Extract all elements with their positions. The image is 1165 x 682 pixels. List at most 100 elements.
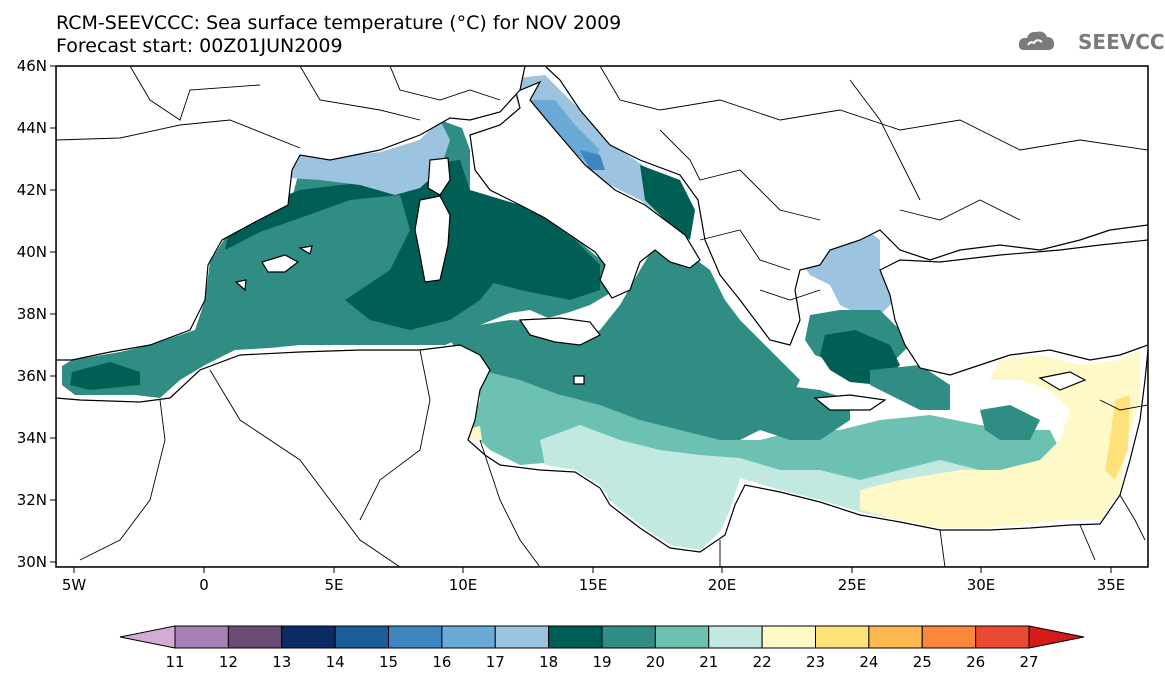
lat-tick-44: 44N [17, 119, 56, 137]
colorbar-label: 13 [272, 653, 291, 671]
mallorca [261, 254, 300, 273]
map-title: RCM-SEEVCCC: Sea surface temperature (°C… [56, 12, 622, 34]
svg-text:46N: 46N [17, 57, 47, 75]
crete [813, 394, 887, 411]
lon-tick-20e: 20E [708, 567, 737, 594]
italy [469, 80, 701, 299]
svg-text:38N: 38N [17, 305, 47, 323]
svg-text:5W: 5W [62, 576, 87, 594]
svg-text:40N: 40N [17, 243, 47, 261]
colorbar-swatch [975, 625, 1030, 649]
colorbar-swatch [334, 625, 389, 649]
lon-tick-30e: 30E [967, 567, 996, 594]
colorbar-label: 27 [1019, 653, 1038, 671]
colorbar-label: 25 [913, 653, 932, 671]
svg-text:44N: 44N [17, 119, 47, 137]
colorbar-swatch [174, 625, 229, 649]
svg-text:10E: 10E [449, 576, 478, 594]
plot-frame [55, 65, 1149, 568]
colorbar-swatch [601, 625, 656, 649]
svg-text:20E: 20E [708, 576, 737, 594]
colorbar-label: 17 [486, 653, 505, 671]
lat-tick-32: 32N [17, 491, 56, 509]
colorbar-swatch [708, 625, 763, 649]
north-africa [56, 344, 1148, 567]
balkans [544, 66, 1148, 346]
logo-text: SEEVCCC [1078, 30, 1165, 54]
colorbar-low-arrow [119, 625, 176, 649]
south-adriatic-19 [640, 165, 695, 240]
colorbar-label: 20 [646, 653, 665, 671]
lon-tick-35e: 35E [1097, 567, 1126, 594]
lon-tick-5w: 5W [62, 567, 87, 594]
svg-text:30E: 30E [967, 576, 996, 594]
lat-tick-36: 36N [17, 367, 56, 385]
lat-tick-46: 46N [17, 57, 56, 75]
lat-tick-40: 40N [17, 243, 56, 261]
svg-text:32N: 32N [17, 491, 47, 509]
colorbar-label: 23 [806, 653, 825, 671]
svg-text:36N: 36N [17, 367, 47, 385]
sardinia [414, 195, 451, 283]
borders [56, 66, 1148, 567]
lat-axis: 46N 44N 42N 40N 38N 36N 34N 32N 30N [17, 57, 56, 571]
ionian-20 [450, 245, 800, 450]
adriatic-17 [530, 100, 600, 165]
colorbar-swatch [388, 625, 443, 649]
lat-tick-30: 30N [17, 553, 56, 571]
tyrrhenian-19 [455, 190, 600, 300]
colorbar-high-arrow [1028, 625, 1085, 649]
svg-text:35E: 35E [1097, 576, 1126, 594]
svg-text:15E: 15E [579, 576, 608, 594]
lon-axis: 5W 0 5E 10E 15E 20E 25E 30E 35E [62, 567, 1125, 594]
colorbar-label: 26 [966, 653, 985, 671]
land [56, 66, 1148, 567]
colorbar-label: 12 [219, 653, 238, 671]
east-crete-20 [870, 365, 950, 410]
ibiza [234, 279, 247, 292]
colorbar-label: 24 [859, 653, 878, 671]
colorbar-label: 19 [592, 653, 611, 671]
colorbar-label: 18 [539, 653, 558, 671]
svg-text:0: 0 [199, 576, 209, 594]
colorbar-swatch [921, 625, 977, 649]
colorbar-swatch [441, 625, 496, 649]
cyprus [1038, 371, 1087, 391]
anatolia [879, 239, 1148, 376]
iberia-france [56, 66, 526, 361]
colorbar-swatch [548, 625, 603, 649]
colorbar-label: 16 [432, 653, 451, 671]
colorbar-swatch [654, 625, 710, 649]
lat-tick-42: 42N [17, 181, 56, 199]
colorbar-swatch [761, 625, 816, 649]
lon-tick-0: 0 [199, 567, 209, 594]
cloud-logo-icon [1018, 31, 1054, 50]
colorbar-swatch [868, 625, 923, 649]
lon-tick-15e: 15E [579, 567, 608, 594]
colorbar-swatch [227, 625, 283, 649]
levant-coast-24 [1105, 395, 1130, 480]
balearic-20 [240, 255, 320, 300]
adriatic-16 [580, 150, 605, 170]
colorbar-swatch [494, 625, 550, 649]
cyprus-20 [980, 405, 1040, 440]
colorbar-swatch [281, 625, 336, 649]
colorbar-swatch [815, 625, 870, 649]
corsica [427, 157, 451, 196]
lon-tick-10e: 10E [449, 567, 478, 594]
western-basin-20 [62, 120, 615, 398]
sicily [518, 317, 601, 346]
svg-text:5E: 5E [324, 576, 343, 594]
colorbar-label: 22 [753, 653, 772, 671]
svg-text:42N: 42N [17, 181, 47, 199]
levantine-23 [860, 350, 1140, 528]
colorbar-label: 14 [326, 653, 345, 671]
svg-text:25E: 25E [838, 576, 867, 594]
alboran-19 [70, 362, 140, 390]
colorbar: 11 12 13 14 15 16 17 18 19 20 21 22 23 24 25 26 27 [119, 625, 1085, 671]
sea-temperature-field [56, 66, 1148, 567]
lon-tick-5e: 5E [324, 567, 344, 594]
forecast-start: Forecast start: 00Z01JUN2009 [56, 35, 343, 57]
menorca [298, 245, 313, 255]
